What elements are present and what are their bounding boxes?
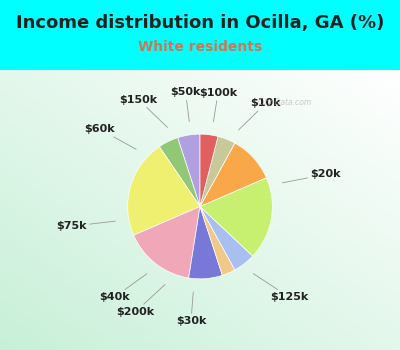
Wedge shape (178, 134, 200, 206)
Text: White residents: White residents (138, 40, 262, 54)
Text: $20k: $20k (282, 169, 341, 183)
Text: $100k: $100k (199, 88, 237, 122)
Text: $75k: $75k (56, 221, 116, 231)
Wedge shape (200, 206, 253, 270)
Text: $30k: $30k (176, 292, 206, 326)
Text: Income distribution in Ocilla, GA (%): Income distribution in Ocilla, GA (%) (16, 14, 384, 32)
Wedge shape (200, 206, 235, 275)
Wedge shape (200, 143, 266, 206)
Wedge shape (200, 136, 235, 206)
Text: $125k: $125k (253, 274, 309, 302)
Wedge shape (128, 147, 200, 235)
Wedge shape (134, 206, 200, 278)
Text: $150k: $150k (120, 94, 168, 127)
Text: $200k: $200k (116, 285, 165, 317)
Text: $60k: $60k (84, 124, 136, 149)
Wedge shape (189, 206, 222, 279)
Wedge shape (200, 178, 272, 256)
Text: $50k: $50k (170, 88, 201, 121)
Text: City-Data.com: City-Data.com (258, 98, 312, 107)
Wedge shape (200, 134, 218, 206)
Text: $10k: $10k (238, 98, 281, 130)
Text: $40k: $40k (99, 274, 147, 302)
Wedge shape (159, 138, 200, 206)
